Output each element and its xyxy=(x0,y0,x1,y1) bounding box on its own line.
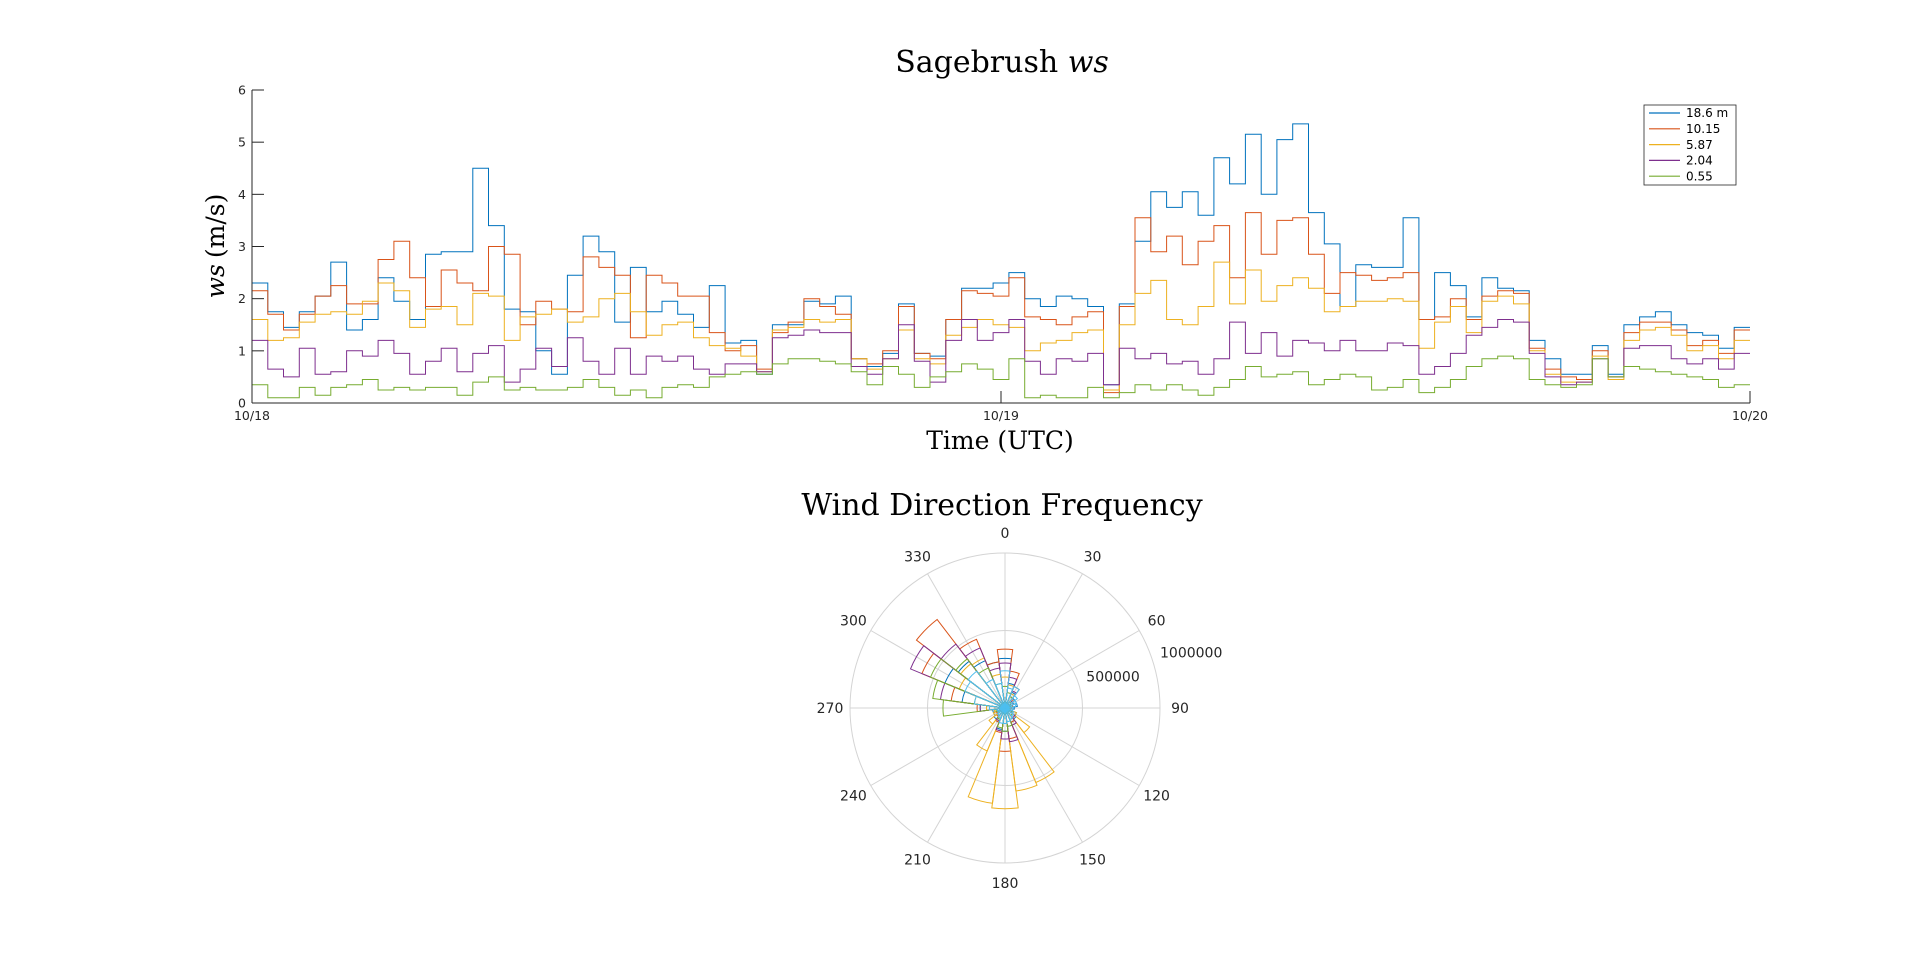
series-line xyxy=(252,261,1750,391)
y-axis-label-unit: (m/s) xyxy=(201,194,230,258)
polar-bar xyxy=(996,707,1006,717)
x-tick-label: 10/18 xyxy=(234,408,270,423)
x-axis-label: Time (UTC) xyxy=(926,426,1074,455)
polar-bars-group xyxy=(909,618,1055,810)
polar-chart: Wind Direction Frequency 0 30 60 90 120 150 18… xyxy=(801,488,1222,892)
legend-label: 18.6 m xyxy=(1686,106,1728,120)
timeseries-title: Sagebrush ws xyxy=(895,45,1109,80)
polar-bar xyxy=(998,662,1012,709)
polar-angle-label: 270 xyxy=(817,701,844,717)
polar-grid-spoke xyxy=(1004,707,1083,843)
polar-bar xyxy=(955,658,1006,709)
polar-angle-label: 210 xyxy=(904,853,931,869)
timeseries-chart: Sagebrush ws 0 1 2 3 4 5 6 10/18 10/19 10/20 Tim… xyxy=(201,45,1768,455)
polar-grid-spoke xyxy=(927,573,1006,709)
series-line xyxy=(252,319,1750,386)
polar-bar xyxy=(909,644,1006,709)
polar-bar xyxy=(992,707,1006,717)
y-tick-label: 2 xyxy=(238,291,246,306)
polar-angle-label: 300 xyxy=(840,614,867,630)
polar-grid xyxy=(849,552,1161,864)
polar-title: Wind Direction Frequency xyxy=(801,488,1202,523)
y-tick-label: 0 xyxy=(238,396,246,411)
polar-bar xyxy=(1000,707,1010,740)
x-ticks: 10/18 10/19 10/20 xyxy=(234,391,1768,423)
polar-angle-label: 120 xyxy=(1143,789,1170,805)
polar-bar xyxy=(996,648,1014,709)
polar-bar xyxy=(1001,707,1009,732)
polar-radius-label: 1000000 xyxy=(1160,646,1222,662)
polar-bar xyxy=(996,707,1006,729)
polar-bar xyxy=(999,670,1011,709)
polar-angle-label: 60 xyxy=(1148,614,1166,630)
polar-bar xyxy=(967,707,1006,804)
series-line xyxy=(252,355,1750,399)
polar-bar xyxy=(1004,694,1019,709)
y-axis-label: ws (m/s) xyxy=(201,194,230,299)
polar-angle-label: 330 xyxy=(904,549,931,565)
polar-bar xyxy=(997,707,1006,719)
polar-bar xyxy=(985,678,1006,709)
legend-label: 10.15 xyxy=(1686,122,1720,136)
polar-grid-spoke xyxy=(927,707,1006,843)
polar-bar xyxy=(967,670,1006,709)
polar-bar xyxy=(1004,707,1019,743)
polar-angle-label: 150 xyxy=(1079,853,1106,869)
polar-bar xyxy=(975,707,1006,752)
y-tick-label: 5 xyxy=(238,135,246,150)
x-tick-label: 10/20 xyxy=(1732,408,1768,423)
polar-grid-spoke xyxy=(870,630,1006,709)
polar-grid-spoke xyxy=(1004,630,1140,709)
polar-grid-spoke xyxy=(870,707,1006,786)
polar-bar xyxy=(1004,699,1018,709)
timeseries-series-group xyxy=(252,123,1750,399)
polar-bar xyxy=(964,647,1006,709)
legend-label: 0.55 xyxy=(1686,169,1713,183)
polar-bar xyxy=(991,707,1019,810)
y-tick-label: 6 xyxy=(238,83,246,98)
polar-radius-label: 500000 xyxy=(1086,670,1139,686)
polar-angle-label: 180 xyxy=(992,876,1019,892)
polar-grid-spoke xyxy=(1004,707,1140,786)
polar-bar xyxy=(1004,703,1017,709)
polar-angle-label: 30 xyxy=(1084,549,1102,565)
timeseries-title-variable: ws xyxy=(1068,45,1109,80)
polar-bar xyxy=(988,707,1006,725)
polar-angle-label: 240 xyxy=(840,789,867,805)
y-axis-label-variable: ws xyxy=(201,264,230,298)
polar-bar xyxy=(929,658,1006,709)
polar-grid-spoke xyxy=(1004,573,1083,709)
polar-bar xyxy=(998,707,1006,724)
legend-label: 5.87 xyxy=(1686,138,1713,152)
polar-bar xyxy=(994,682,1006,709)
y-ticks: 0 1 2 3 4 5 6 xyxy=(238,83,264,411)
y-tick-label: 4 xyxy=(238,187,246,202)
polar-angle-label: 90 xyxy=(1171,701,1189,717)
polar-bar xyxy=(1004,685,1020,709)
x-tick-label: 10/19 xyxy=(983,408,1019,423)
timeseries-title-text: Sagebrush xyxy=(895,45,1068,80)
y-tick-label: 3 xyxy=(238,239,246,254)
legend: 18.6 m 10.15 5.87 2.040.55 xyxy=(1643,104,1737,186)
y-tick-label: 1 xyxy=(238,343,246,358)
polar-bar xyxy=(915,618,1006,709)
legend-label: 2.04 xyxy=(1686,154,1713,168)
polar-tick-labels: 0 30 60 90 120 150 180 210 240 270 300 330 500000 100… xyxy=(817,526,1223,892)
polar-angle-label: 0 xyxy=(1001,526,1010,542)
